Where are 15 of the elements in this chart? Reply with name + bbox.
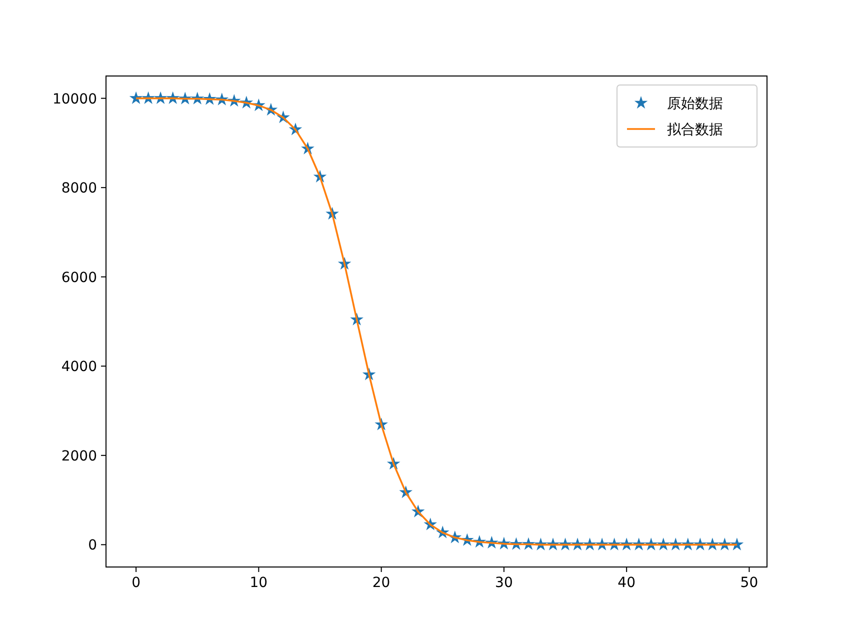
x-tick-label: 20 [372, 575, 390, 591]
y-tick-label: 4000 [61, 359, 97, 376]
y-tick-label: 0 [88, 538, 97, 554]
legend-label: 拟合数据 [667, 122, 723, 138]
x-tick-label: 30 [495, 575, 513, 591]
y-tick-label: 6000 [61, 270, 97, 286]
x-tick-label: 10 [250, 575, 268, 591]
x-tick-label: 0 [132, 575, 141, 591]
y-tick-label: 8000 [61, 180, 97, 197]
y-tick-label: 10000 [52, 91, 97, 108]
x-tick-label: 40 [618, 575, 636, 591]
point [129, 91, 143, 104]
x-tick-label: 50 [740, 575, 758, 591]
legend-label: 原始数据 [667, 96, 723, 112]
y-tick-label: 2000 [61, 448, 97, 464]
